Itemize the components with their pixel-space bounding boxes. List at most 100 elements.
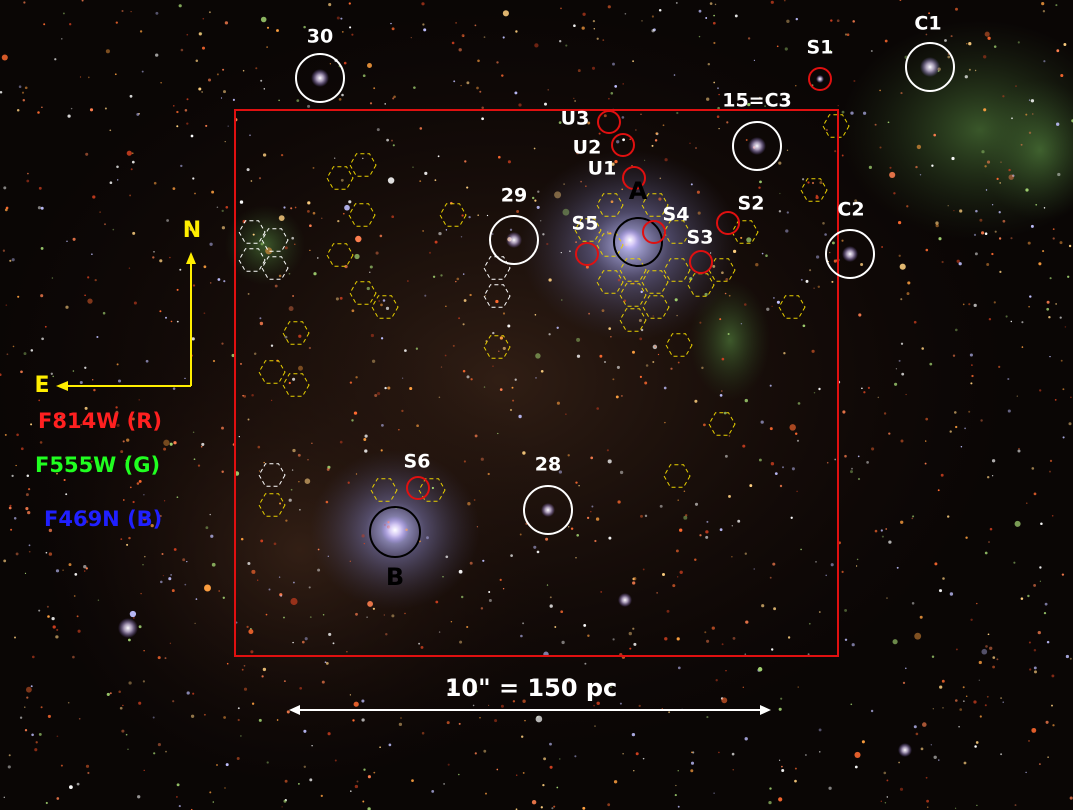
star bbox=[761, 252, 764, 255]
star bbox=[157, 743, 161, 747]
star bbox=[860, 263, 864, 266]
star bbox=[294, 206, 297, 209]
star bbox=[971, 364, 973, 366]
star bbox=[583, 623, 587, 627]
star bbox=[853, 79, 856, 83]
star bbox=[239, 200, 244, 204]
star bbox=[1000, 753, 1003, 756]
star bbox=[312, 211, 316, 215]
star bbox=[266, 761, 269, 764]
star bbox=[355, 235, 362, 243]
star bbox=[1038, 763, 1041, 766]
star bbox=[304, 478, 311, 484]
star bbox=[507, 324, 511, 328]
star bbox=[912, 515, 915, 518]
star bbox=[94, 278, 97, 282]
star bbox=[575, 557, 577, 559]
star bbox=[379, 746, 381, 749]
star bbox=[458, 317, 461, 320]
star bbox=[479, 717, 481, 719]
star bbox=[485, 792, 487, 795]
star bbox=[431, 486, 434, 490]
star bbox=[363, 768, 366, 771]
star bbox=[620, 394, 623, 397]
star bbox=[1027, 241, 1031, 245]
region-label: B bbox=[386, 563, 404, 591]
star bbox=[698, 35, 701, 38]
star bbox=[159, 259, 163, 263]
star bbox=[1055, 303, 1057, 305]
star bbox=[143, 650, 145, 652]
star bbox=[56, 735, 59, 738]
star bbox=[211, 562, 216, 567]
star bbox=[871, 447, 875, 451]
star bbox=[203, 312, 206, 315]
star bbox=[128, 638, 131, 642]
star bbox=[870, 709, 874, 713]
star bbox=[464, 160, 467, 163]
star bbox=[922, 722, 927, 727]
star bbox=[622, 83, 624, 85]
star bbox=[986, 160, 991, 164]
star bbox=[1029, 295, 1032, 298]
star bbox=[728, 494, 731, 498]
star bbox=[307, 104, 311, 108]
star bbox=[246, 625, 249, 629]
star bbox=[502, 312, 506, 315]
star bbox=[970, 382, 973, 385]
star bbox=[143, 494, 145, 496]
star bbox=[614, 159, 618, 164]
star bbox=[1044, 602, 1048, 606]
star bbox=[356, 780, 359, 783]
star bbox=[787, 636, 791, 639]
star bbox=[125, 733, 128, 736]
star bbox=[165, 316, 167, 319]
star bbox=[262, 153, 267, 157]
star bbox=[780, 697, 783, 700]
star bbox=[237, 718, 240, 722]
star bbox=[253, 352, 257, 356]
star bbox=[1032, 113, 1034, 115]
star bbox=[344, 204, 350, 211]
star bbox=[996, 658, 999, 661]
star bbox=[421, 2, 425, 6]
star bbox=[968, 68, 971, 71]
nebula-glow bbox=[0, 0, 1073, 790]
star bbox=[540, 806, 543, 809]
star bbox=[813, 391, 816, 394]
hexagon bbox=[371, 295, 399, 319]
star bbox=[369, 271, 371, 273]
star bbox=[898, 761, 900, 764]
star bbox=[292, 377, 296, 381]
hexagon bbox=[708, 258, 736, 282]
star bbox=[545, 537, 549, 541]
star bbox=[472, 704, 475, 707]
star bbox=[1014, 520, 1021, 527]
star bbox=[679, 528, 683, 532]
star bbox=[984, 31, 990, 37]
star bbox=[437, 155, 440, 158]
star bbox=[497, 432, 499, 435]
star bbox=[142, 564, 144, 566]
star bbox=[975, 209, 978, 213]
source-circle bbox=[716, 211, 740, 235]
star bbox=[629, 647, 632, 650]
star bbox=[907, 281, 911, 285]
star bbox=[502, 36, 505, 39]
star bbox=[786, 211, 789, 214]
star bbox=[973, 700, 977, 704]
star bbox=[257, 445, 261, 449]
star bbox=[1043, 611, 1047, 615]
bright-star bbox=[541, 503, 555, 517]
star bbox=[958, 262, 962, 266]
star bbox=[985, 645, 988, 648]
star bbox=[309, 616, 312, 618]
star bbox=[66, 240, 68, 242]
star bbox=[585, 265, 589, 269]
star bbox=[11, 258, 15, 262]
star bbox=[893, 192, 896, 195]
star bbox=[1061, 573, 1065, 576]
star bbox=[243, 687, 248, 691]
star bbox=[1007, 377, 1010, 381]
star bbox=[451, 41, 455, 45]
